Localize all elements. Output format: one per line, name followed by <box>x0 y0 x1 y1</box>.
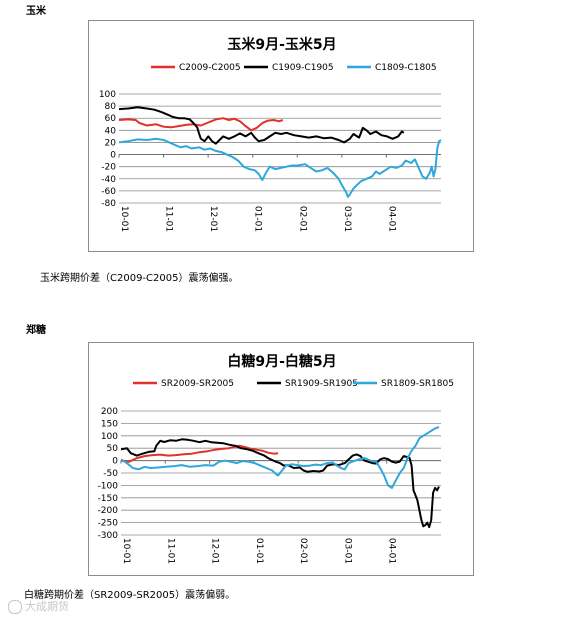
y-tick-label: 20 <box>105 138 117 148</box>
x-tick-label: 11-01 <box>164 206 174 232</box>
y-tick-label: 60 <box>105 114 117 124</box>
y-tick-label: 100 <box>101 432 118 442</box>
corn-caption: 玉米跨期价差（C2009-C2005）震荡偏强。 <box>40 273 239 284</box>
chart-title: 玉米9月-玉米5月 <box>227 36 336 53</box>
x-tick-label: 10-01 <box>119 206 129 232</box>
x-tick-label: 01-01 <box>254 538 264 564</box>
watermark-logo-icon <box>8 600 22 614</box>
x-tick-label: 01-01 <box>253 206 263 232</box>
section-title-sugar: 郑糖 <box>26 325 46 336</box>
x-tick-label: 03-01 <box>342 538 352 564</box>
legend-label: C1909-C1905 <box>272 63 334 73</box>
x-tick-label: 04-01 <box>387 538 397 564</box>
y-tick-label: 0 <box>110 151 116 161</box>
x-tick-label: 11-01 <box>165 538 175 564</box>
x-tick-label: 02-01 <box>297 206 307 232</box>
legend-label: SR1809-SR1805 <box>381 379 454 389</box>
y-tick-label: -80 <box>101 199 116 209</box>
chart-title: 白糖9月-白糖5月 <box>227 353 336 370</box>
y-tick-label: -150 <box>98 494 119 504</box>
watermark-text: 大成期货 <box>25 600 69 613</box>
y-tick-label: -250 <box>98 519 119 529</box>
legend-label: C2009-C2005 <box>179 63 241 73</box>
y-tick-label: 150 <box>101 419 118 429</box>
x-tick-label: 02-01 <box>298 538 308 564</box>
y-tick-label: 200 <box>101 407 118 417</box>
series-line <box>120 426 440 489</box>
y-tick-label: 100 <box>99 90 116 100</box>
y-tick-label: -100 <box>98 481 119 491</box>
watermark: 大成期货 <box>8 598 69 614</box>
series-line <box>118 117 284 132</box>
y-tick-label: -300 <box>98 531 119 541</box>
x-tick-label: 10-01 <box>121 538 131 564</box>
corn-chart-svg: 玉米9月-玉米5月 C2009-C2005 C1909-C1905 C1809-C18… <box>99 36 442 232</box>
y-tick-label: -50 <box>103 469 118 479</box>
sugar-caption: 白糖跨期价差（SR2009-SR2005）震荡偏弱。 <box>24 590 236 601</box>
series-line <box>118 106 405 145</box>
y-tick-label: -20 <box>101 163 116 173</box>
x-tick-label: 04-01 <box>386 206 396 232</box>
y-tick-label: 50 <box>107 444 119 454</box>
y-tick-label: 80 <box>105 102 117 112</box>
y-tick-label: 40 <box>105 126 117 136</box>
section-title-corn: 玉米 <box>26 6 46 17</box>
y-tick-label: -40 <box>101 175 116 185</box>
legend-label: C1809-C1805 <box>375 63 437 73</box>
series-line <box>120 444 279 463</box>
x-tick-label: 03-01 <box>342 206 352 232</box>
corn-chart: 玉米9月-玉米5月 C2009-C2005 C1909-C1905 C1809-C18… <box>88 20 474 252</box>
legend-label: SR1909-SR1905 <box>285 379 358 389</box>
legend-label: SR2009-SR2005 <box>161 379 234 389</box>
x-tick-label: 12-01 <box>208 206 218 232</box>
y-tick-label: 0 <box>112 457 118 467</box>
sugar-chart: 白糖9月-白糖5月 SR2009-SR2005 SR1909-SR1905 SR180… <box>88 342 474 576</box>
sugar-chart-svg: 白糖9月-白糖5月 SR2009-SR2005 SR1909-SR1905 SR180… <box>98 353 454 564</box>
series-line <box>118 137 442 198</box>
x-tick-label: 12-01 <box>210 538 220 564</box>
series-line <box>120 438 440 529</box>
y-tick-label: -200 <box>98 506 119 516</box>
y-tick-label: -60 <box>101 187 116 197</box>
